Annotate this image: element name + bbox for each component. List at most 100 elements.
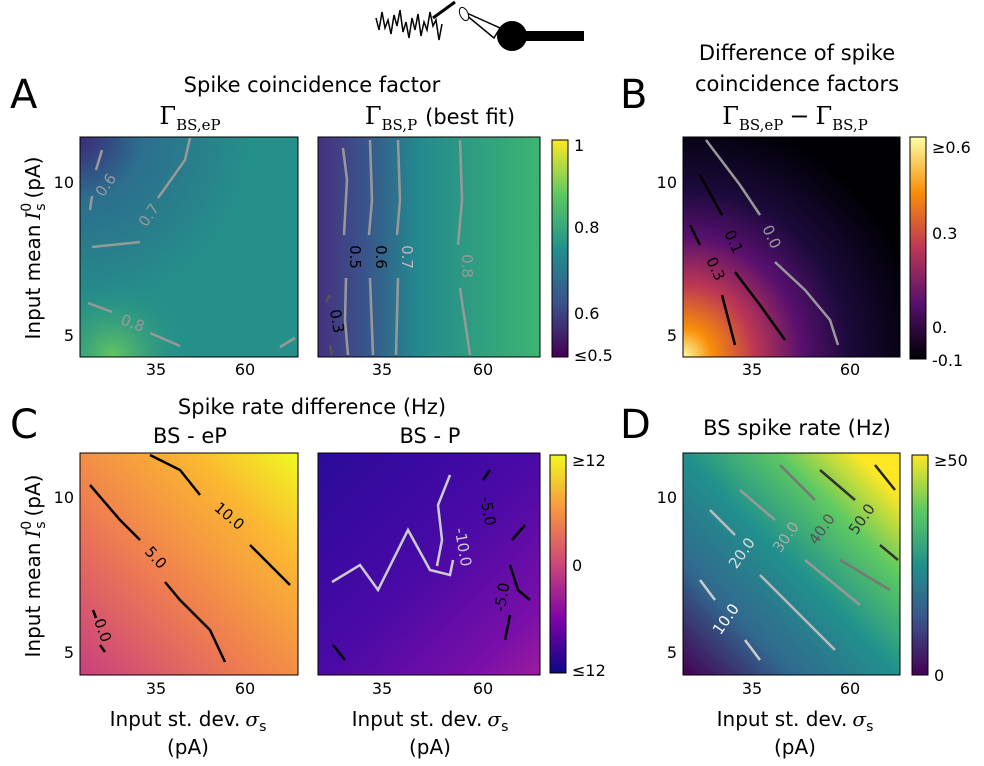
subscript: s [33, 521, 49, 528]
subscript: s [33, 203, 49, 210]
heatmap [79, 452, 299, 676]
colorbar-tick: ≥0.6 [932, 138, 971, 157]
subscript: s [866, 719, 873, 735]
panel-letter: C [10, 402, 38, 448]
label-text: Input mean [21, 543, 45, 658]
x-tick-label: 35 [372, 360, 392, 379]
operator: − [789, 102, 809, 130]
x-tick-label: 60 [473, 679, 493, 698]
superscript: 0 [19, 203, 35, 212]
y-axis-label: Input mean I0s (pA) [19, 475, 49, 658]
subplot-title: BS - eP [153, 424, 227, 448]
subscript: BS,eP [176, 116, 221, 134]
colorbar-tick: ≥50 [934, 451, 968, 470]
panel-title: Spike coincidence factor [184, 73, 441, 97]
colorbar-tick: 1 [574, 136, 584, 155]
heatmap [682, 452, 901, 676]
colorbar-tick: ≥12 [572, 451, 606, 470]
heatmap [317, 452, 541, 676]
subscript: BS,P [382, 116, 418, 134]
colorbar [909, 136, 927, 360]
y-tick-label: 5 [64, 643, 74, 662]
x-axis-unit: (pA) [409, 735, 451, 759]
x-tick-label: 60 [235, 360, 255, 379]
colorbar-tick: 0 [572, 556, 582, 575]
x-tick-label: 60 [840, 360, 860, 379]
symbol: Γ [816, 102, 833, 130]
contours [331, 469, 531, 661]
symbol: σ [245, 707, 260, 731]
colorbar-tick: 0 [934, 666, 944, 685]
contour-label: 0.8 [458, 254, 476, 278]
y-tick-label: 10 [657, 488, 677, 507]
x-axis-labels: Input st. dev. σs (pA) Input st. dev. σs (… [110, 707, 874, 759]
panel-title: coincidence factors [695, 72, 899, 96]
heatmap [317, 136, 541, 358]
contours [688, 139, 840, 346]
y-tick-label: 5 [667, 326, 677, 345]
colorbar-tick: ≤0.5 [574, 346, 613, 365]
panel-letter: D [620, 402, 651, 448]
contour-label: 0.3 [326, 308, 348, 335]
x-axis-label: Input st. dev. σs [110, 707, 267, 735]
symbol: σ [487, 707, 502, 731]
subplot-title: BS - P [400, 424, 461, 448]
contour-label: 0.6 [372, 245, 390, 269]
x-tick-label: 35 [742, 360, 762, 379]
colorbar-tick: 0.8 [574, 218, 599, 237]
label-text: Input st. dev. [110, 707, 241, 731]
unit: (pA) [21, 475, 45, 517]
y-tick-label: 5 [64, 326, 74, 345]
panel-title: Difference of spike [699, 41, 895, 65]
label-text: Input st. dev. [352, 707, 483, 731]
symbol: Γ [722, 102, 739, 130]
label-text: Input st. dev. [717, 707, 848, 731]
colorbar-tick: 0.3 [932, 224, 957, 243]
x-tick-label: 60 [840, 679, 860, 698]
x-tick-label: 35 [146, 360, 166, 379]
label-text: Input mean [21, 225, 45, 340]
heatmap [79, 136, 299, 358]
unit: (pA) [21, 157, 45, 199]
panel-letter: B [620, 72, 647, 118]
x-tick-label: 35 [742, 679, 762, 698]
x-tick-label: 35 [372, 679, 392, 698]
colorbar [549, 454, 567, 674]
contour-label: 0.7 [398, 245, 416, 269]
panel-title: BS spike rate (Hz) [703, 416, 891, 440]
superscript: 0 [19, 521, 35, 530]
panel-letter: A [10, 72, 38, 118]
panel-title: Spike rate difference (Hz) [178, 395, 446, 419]
symbol: I [21, 529, 45, 539]
x-axis-unit: (pA) [167, 735, 209, 759]
subscript: s [501, 719, 508, 735]
x-axis-label: Input st. dev. σs [717, 707, 874, 735]
y-tick-label: 10 [54, 173, 74, 192]
contours [324, 139, 472, 356]
y-tick-label: 5 [667, 643, 677, 662]
symbol: σ [852, 707, 867, 731]
symbol: I [21, 211, 45, 221]
x-tick-label: 60 [473, 360, 493, 379]
suffix: (best fit) [425, 105, 515, 129]
colorbar-tick: 0.6 [574, 304, 599, 323]
colorbar [911, 454, 929, 676]
contours [699, 464, 899, 661]
y-tick-label: 10 [54, 488, 74, 507]
contour-label: -5.0 [477, 495, 500, 527]
subscript: s [259, 719, 266, 735]
colorbar-tick: ≤12 [572, 661, 606, 680]
heatmap [682, 136, 901, 358]
subplot-title: ΓBS,eP − ΓBS,P [722, 102, 868, 134]
subscript: BS,P [832, 116, 868, 134]
x-axis-unit: (pA) [774, 735, 816, 759]
colorbar [551, 139, 569, 358]
subscript: BS,eP [739, 116, 784, 134]
colorbar-tick: -0.1 [932, 351, 963, 370]
symbol: Γ [365, 102, 382, 130]
y-tick-label: 10 [657, 173, 677, 192]
subplot-title: ΓBS,P (best fit) [365, 102, 515, 134]
contours [87, 137, 296, 349]
contours [89, 453, 291, 663]
